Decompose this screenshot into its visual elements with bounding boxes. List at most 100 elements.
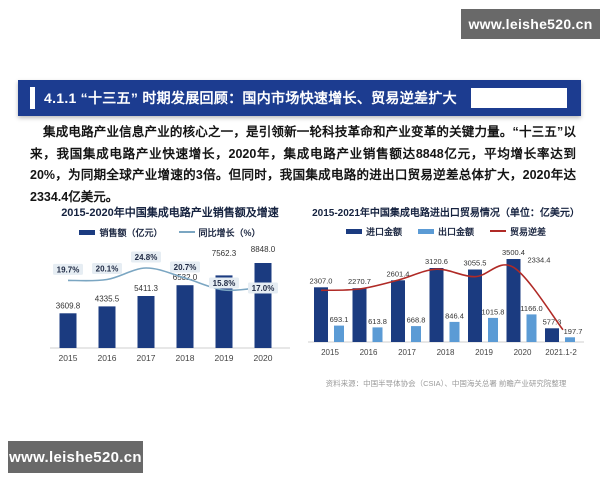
x-tick-label: 2015 <box>59 353 78 363</box>
export-value-label: 197.7 <box>564 327 583 336</box>
legend-item: 出口金额 <box>417 225 474 238</box>
legend-item: 销售额（亿元） <box>79 226 163 239</box>
bar-value-label: 7562.3 <box>212 249 237 258</box>
export-value-label: 1166.0 <box>520 304 542 313</box>
x-tick-label: 2015 <box>321 348 339 357</box>
growth-label: 20.7% <box>174 263 197 272</box>
bar-value-label: 5411.3 <box>134 284 158 293</box>
growth-label: 17.0% <box>252 284 275 293</box>
section-title-bar: 4.1.1 “十三五” 时期发展回顾：国内市场快速增长、贸易逆差扩大 <box>18 80 581 116</box>
x-tick-label: 2018 <box>437 348 455 357</box>
import-value-label: 2601.4 <box>387 269 410 278</box>
x-tick-label: 2020 <box>254 353 273 363</box>
legend-item: 进口金额 <box>345 225 402 238</box>
bar-value-label: 3609.8 <box>56 301 81 310</box>
watermark-text: www.leishe520.cn <box>9 448 142 466</box>
import-bar <box>429 268 444 342</box>
import-bar <box>314 287 328 342</box>
import-bar <box>468 269 482 342</box>
sales-chart-svg: 3609.820154335.520165411.320176532.02018… <box>50 245 290 363</box>
x-tick-label: 2019 <box>475 348 493 357</box>
growth-label-box <box>248 282 278 294</box>
import-bar <box>391 280 405 342</box>
sales-bar <box>176 285 194 348</box>
x-tick-label: 2016 <box>98 353 117 363</box>
watermark-bottom: www.leishe520.cn <box>8 441 143 473</box>
growth-label: 24.8% <box>135 253 158 262</box>
watermark-text: www.leishe520.cn <box>468 16 593 32</box>
source-note: 资料来源：中国半导体协会（CSIA）、中国海关总署 前瞻产业研究院整理 <box>325 379 567 388</box>
sales-bar <box>254 263 272 348</box>
legend-swatch-line <box>490 230 506 232</box>
x-tick-label: 2019 <box>215 353 234 363</box>
section-number: 4.1.1 <box>44 90 77 106</box>
x-tick-label: 2017 <box>137 353 156 363</box>
sales-bar <box>98 306 116 348</box>
redacted-box <box>471 88 567 108</box>
trade-chart-svg: 2307.0 693.1 2015 2270.7 613.8 2016 2601.4 668.… <box>308 248 584 357</box>
body-paragraph: 集成电路产业信息产业的核心之一，是引领新一轮科技革命和产业变革的关键力量。“十三… <box>30 125 576 204</box>
export-bar <box>526 314 537 342</box>
sales-bar <box>137 296 155 348</box>
deficit-line <box>320 264 564 331</box>
legend-item: 同比增长（%） <box>178 226 261 239</box>
legend-label: 同比增长（%） <box>198 227 261 238</box>
bar-value-label: 4335.5 <box>95 294 120 303</box>
x-tick-label: 2016 <box>360 348 378 357</box>
deficit-value-label: 2334.4 <box>528 255 551 264</box>
growth-line <box>67 267 264 292</box>
legend-label: 进口金额 <box>365 226 402 237</box>
left-chart-legend: 销售额（亿元） 同比增长（%） <box>44 226 296 238</box>
export-bar <box>411 326 421 342</box>
growth-label-box <box>209 277 239 289</box>
import-bar <box>352 288 367 342</box>
legend-label: 出口金额 <box>437 226 474 237</box>
export-bar <box>334 325 344 342</box>
growth-label-box <box>53 263 83 275</box>
import-bar <box>506 259 521 342</box>
export-bar <box>565 337 575 342</box>
sales-bar <box>59 313 77 348</box>
legend-label: 销售额（亿元） <box>99 227 163 238</box>
growth-label-box <box>170 261 200 273</box>
sales-bar <box>215 275 233 348</box>
export-bar <box>372 327 383 342</box>
left-chart-title: 2015-2020年中国集成电路产业销售额及增速 <box>61 207 279 219</box>
x-tick-label: 2017 <box>398 348 416 357</box>
export-value-label: 668.8 <box>407 316 426 325</box>
import-value-label: 3055.5 <box>464 259 487 268</box>
growth-label-box <box>131 251 161 263</box>
legend-swatch-line <box>178 231 195 233</box>
trade-chart: 2015-2021年中国集成电路进出口贸易情况（单位：亿美元） 进口金额 出口金额… <box>300 204 592 389</box>
import-value-label: 3120.6 <box>425 257 448 266</box>
import-value-label: 3500.4 <box>502 248 525 257</box>
x-tick-label: 2020 <box>514 348 532 357</box>
growth-label: 15.8% <box>213 279 236 288</box>
legend-swatch-bar <box>417 228 434 234</box>
import-bar <box>545 328 559 342</box>
export-value-label: 846.4 <box>445 311 464 320</box>
x-tick-label: 2021.1-2 <box>545 348 577 357</box>
section-title-text: “十三五” 时期发展回顾：国内市场快速增长、贸易逆差扩大 <box>80 90 457 106</box>
import-value-label: 2270.7 <box>348 277 371 286</box>
sales-growth-chart: 2015-2020年中国集成电路产业销售额及增速 销售额（亿元） 同比增长（%） … <box>44 204 296 378</box>
growth-label-box <box>92 263 122 274</box>
right-chart-title: 2015-2021年中国集成电路进出口贸易情况（单位：亿美元） <box>312 208 580 219</box>
growth-label: 19.7% <box>57 265 80 274</box>
section-title: 4.1.1 “十三五” 时期发展回顾：国内市场快速增长、贸易逆差扩大 <box>44 88 457 108</box>
import-value-label: 2307.0 <box>310 276 333 285</box>
x-tick-label: 2018 <box>176 353 195 363</box>
growth-label: 20.1% <box>96 265 119 274</box>
right-chart-legend: 进口金额 出口金额 贸易逆差 <box>300 225 592 237</box>
export-bar <box>488 317 498 342</box>
legend-item: 贸易逆差 <box>490 225 546 238</box>
import-value-label: 577.3 <box>543 317 562 326</box>
export-value-label: 693.1 <box>330 315 349 324</box>
bar-value-label: 8848.0 <box>251 245 276 254</box>
title-accent-bar <box>30 87 35 109</box>
legend-swatch-bar <box>79 229 96 235</box>
export-bar <box>449 321 460 342</box>
legend-label: 贸易逆差 <box>510 226 547 237</box>
legend-swatch-bar <box>345 228 362 234</box>
